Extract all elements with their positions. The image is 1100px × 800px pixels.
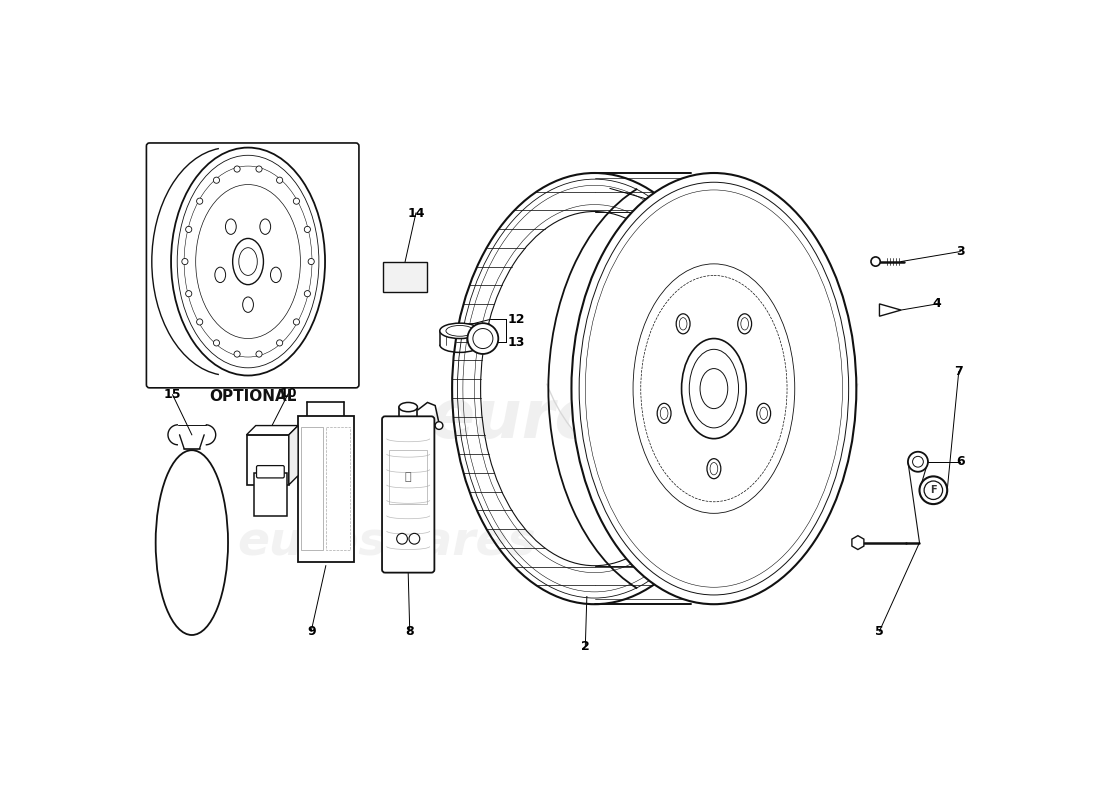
Text: F: F: [930, 486, 937, 495]
Ellipse shape: [440, 323, 480, 338]
Text: OPTIONAL: OPTIONAL: [209, 389, 296, 404]
Ellipse shape: [243, 297, 253, 312]
Ellipse shape: [305, 226, 310, 233]
Ellipse shape: [182, 258, 188, 265]
Ellipse shape: [676, 314, 690, 334]
Bar: [301, 427, 322, 550]
Ellipse shape: [256, 351, 262, 357]
Ellipse shape: [436, 422, 443, 430]
Text: 3: 3: [956, 245, 965, 258]
Ellipse shape: [156, 450, 228, 635]
Text: 12: 12: [507, 313, 525, 326]
Bar: [298, 415, 353, 562]
Text: 1: 1: [760, 210, 768, 223]
Ellipse shape: [409, 534, 420, 544]
Ellipse shape: [920, 476, 947, 504]
Ellipse shape: [572, 173, 856, 604]
Ellipse shape: [234, 166, 240, 172]
Text: 15: 15: [164, 388, 182, 402]
Ellipse shape: [294, 198, 299, 204]
Text: 10: 10: [279, 387, 297, 401]
Bar: [383, 262, 428, 292]
Text: eurospares: eurospares: [238, 520, 536, 565]
Ellipse shape: [657, 403, 671, 423]
Ellipse shape: [397, 534, 407, 544]
Ellipse shape: [170, 147, 326, 375]
Ellipse shape: [276, 340, 283, 346]
Ellipse shape: [399, 402, 418, 412]
Text: 7: 7: [955, 365, 964, 378]
Text: 2: 2: [581, 640, 590, 653]
Text: 🦅: 🦅: [405, 472, 411, 482]
Ellipse shape: [908, 452, 928, 472]
Text: 4: 4: [933, 298, 942, 310]
Ellipse shape: [213, 177, 220, 183]
Ellipse shape: [757, 403, 771, 423]
Ellipse shape: [294, 319, 299, 325]
Ellipse shape: [256, 166, 262, 172]
Text: 13: 13: [507, 336, 525, 349]
Text: 9: 9: [307, 625, 316, 638]
Ellipse shape: [234, 351, 240, 357]
Bar: [389, 450, 428, 504]
Text: 14: 14: [407, 206, 425, 219]
Polygon shape: [880, 304, 901, 316]
Ellipse shape: [197, 319, 202, 325]
Ellipse shape: [308, 258, 315, 265]
Ellipse shape: [468, 323, 498, 354]
Ellipse shape: [233, 238, 264, 285]
Text: FERRARI: FERRARI: [386, 264, 409, 269]
Ellipse shape: [197, 198, 202, 204]
Ellipse shape: [186, 290, 191, 297]
Ellipse shape: [473, 329, 493, 349]
FancyBboxPatch shape: [382, 416, 435, 573]
Ellipse shape: [186, 226, 191, 233]
Text: 11: 11: [649, 196, 667, 209]
Bar: [246, 435, 289, 485]
Ellipse shape: [213, 340, 220, 346]
Bar: [326, 427, 351, 550]
Text: 6: 6: [956, 455, 965, 468]
Ellipse shape: [276, 177, 283, 183]
FancyBboxPatch shape: [146, 143, 359, 388]
Text: 1: 1: [350, 203, 359, 217]
Ellipse shape: [226, 219, 236, 234]
Text: 5: 5: [876, 625, 883, 638]
Text: 8: 8: [406, 625, 414, 638]
Ellipse shape: [271, 267, 282, 282]
Bar: [254, 474, 286, 516]
Text: eurospares: eurospares: [430, 386, 851, 453]
Polygon shape: [246, 426, 298, 435]
Ellipse shape: [682, 338, 746, 438]
Ellipse shape: [260, 219, 271, 234]
Ellipse shape: [214, 267, 225, 282]
Ellipse shape: [305, 290, 310, 297]
FancyBboxPatch shape: [256, 466, 284, 478]
Polygon shape: [289, 426, 298, 485]
Ellipse shape: [871, 257, 880, 266]
Ellipse shape: [738, 314, 751, 334]
Ellipse shape: [707, 458, 721, 478]
